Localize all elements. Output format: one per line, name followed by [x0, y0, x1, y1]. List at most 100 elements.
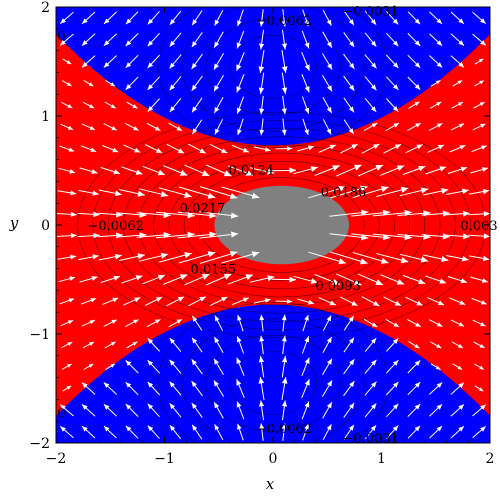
vector-arrow-head: [113, 275, 120, 281]
vector-arrow-head: [192, 315, 198, 322]
vector-arrow-head: [348, 128, 354, 135]
vector-arrow-head: [418, 165, 426, 172]
vector-arrow-head: [371, 403, 377, 410]
vector-arrow-head: [201, 170, 210, 176]
vector-arrow-head: [70, 211, 77, 217]
vector-arrow-head: [70, 233, 77, 239]
vector-arrow-head: [135, 275, 143, 281]
vector-arrow-head: [393, 123, 399, 128]
vector-arrow-head: [223, 170, 232, 177]
vector-arrow-head: [478, 58, 484, 63]
vector-arrow-head: [481, 300, 487, 305]
vector-arrow-head: [69, 169, 76, 174]
vector-arrow-head: [414, 62, 421, 68]
vector-arrow-head: [237, 129, 242, 135]
vector-arrow-head: [304, 42, 310, 49]
contour-line: [92, 120, 471, 330]
vector-arrow-head: [214, 337, 220, 343]
vector-arrow-head: [304, 64, 310, 71]
vector-arrow-head: [133, 126, 139, 131]
vector-arrow-head: [380, 257, 389, 264]
vector-arrow-head: [251, 251, 260, 258]
vector-arrow-head: [147, 84, 154, 90]
vector-arrow-head: [286, 146, 293, 151]
contour-line: [157, 7, 389, 148]
vector-arrow-head: [458, 18, 464, 24]
vector-arrow-head: [214, 19, 220, 26]
vector-arrow-head: [177, 148, 185, 154]
vector-arrow-head: [258, 377, 265, 384]
vector-arrow-head: [221, 297, 228, 302]
contour-line: [138, 144, 426, 306]
vector-arrow-head: [478, 387, 484, 392]
vector-arrow-head: [92, 190, 99, 196]
vector-arrow-head: [482, 255, 490, 262]
vector-arrow-head: [169, 403, 175, 410]
vector-arrow-head: [147, 62, 154, 68]
vector-arrow-head: [184, 252, 192, 259]
vector-arrow-head: [289, 276, 296, 283]
vector-arrow-head: [392, 360, 399, 366]
vector-arrow-head: [245, 169, 253, 176]
vector-arrow-head: [191, 63, 197, 69]
vector-arrow-head: [66, 364, 72, 368]
vector-arrow-head: [380, 186, 389, 193]
vector-arrow-head: [67, 342, 73, 346]
vector-arrow-head: [132, 341, 138, 346]
vector-arrow-head: [237, 423, 242, 430]
vector-arrow-head: [281, 314, 287, 321]
vector-arrow-head: [414, 18, 421, 25]
vector-arrow-head: [442, 233, 450, 240]
vector-arrow-head: [68, 147, 75, 152]
x-tick-label: 2: [486, 451, 495, 467]
vector-arrow-head: [92, 254, 99, 260]
contour-line: [157, 302, 389, 443]
vector-arrow-head: [259, 43, 265, 50]
vector-arrow-head: [242, 147, 249, 153]
vector-arrow-head: [82, 40, 88, 46]
vector-arrow-head: [67, 125, 74, 130]
vector-arrow-head: [361, 234, 369, 241]
vector-arrow-head: [436, 426, 442, 432]
vector-arrow-head: [259, 21, 265, 27]
vector-arrow-head: [461, 188, 469, 195]
vector-arrow-head: [125, 18, 132, 25]
vector-arrow-head: [134, 147, 141, 153]
vector-arrow-head: [304, 107, 310, 114]
vector-arrow-head: [267, 275, 275, 282]
contour-label: 0: [57, 407, 65, 422]
vector-arrow-head: [259, 129, 265, 136]
axis-ticks: −2 −1 0 1 2 −2 −1 0 1 2: [29, 0, 494, 467]
vector-arrow-head: [461, 255, 469, 262]
vector-arrow-head: [191, 84, 197, 91]
x-tick-label: 0: [269, 451, 278, 467]
contour-line: [181, 318, 365, 443]
vector-arrow-head: [459, 300, 466, 305]
obstacle-ellipse: [214, 185, 349, 265]
vector-arrow-head: [70, 254, 77, 260]
vector-arrow-head: [60, 404, 66, 410]
vector-arrow-head: [463, 210, 470, 217]
vector-arrow-head: [176, 126, 182, 131]
vector-arrow-head: [442, 210, 450, 217]
vector-arrow-head: [125, 40, 132, 46]
vector-arrow-head: [360, 258, 368, 265]
vector-arrow-head: [66, 60, 72, 65]
vector-arrow-head: [133, 319, 139, 324]
contour-line: [229, 35, 317, 99]
vector-arrow-head: [480, 322, 486, 327]
vector-arrow-head: [479, 365, 484, 370]
vector-arrow-head: [191, 403, 197, 409]
vector-arrow-head: [223, 273, 232, 280]
vector-arrow-head: [82, 61, 88, 68]
vector-arrow-head: [441, 256, 449, 262]
vector-arrow-head: [458, 382, 464, 389]
vector-arrow-head: [281, 335, 287, 342]
vector-arrow-head: [286, 299, 293, 304]
vector-arrow-head: [91, 169, 98, 174]
vector-arrow-head: [414, 40, 421, 46]
vector-arrow-head: [259, 335, 265, 342]
vector-arrow-head: [361, 209, 369, 216]
contour-line: [107, 128, 456, 322]
